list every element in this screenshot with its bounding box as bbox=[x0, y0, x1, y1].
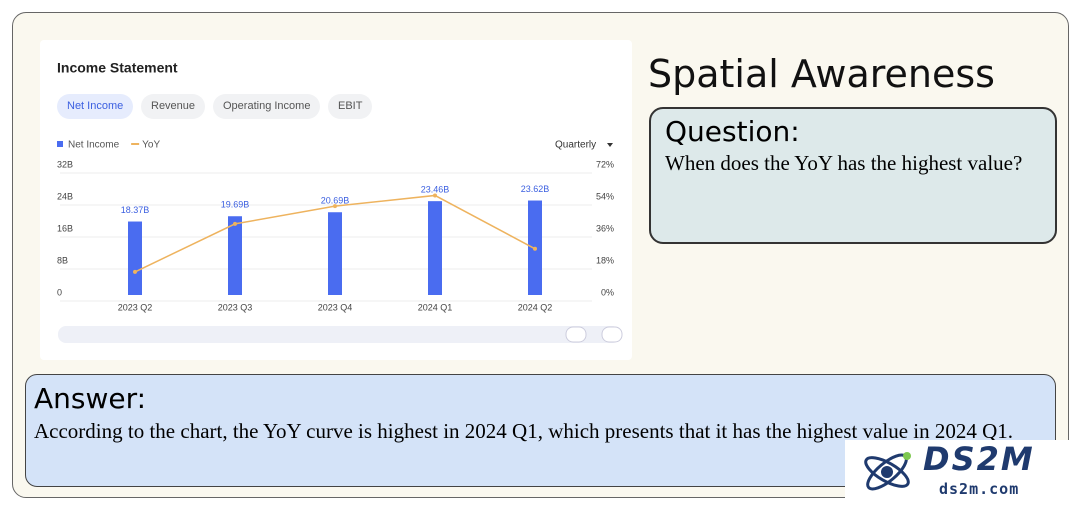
value-label: 19.69B bbox=[221, 200, 250, 210]
scroll-handle[interactable] bbox=[601, 326, 623, 343]
legend-label: Net Income bbox=[68, 140, 120, 151]
y-tick-label: 32B bbox=[57, 159, 73, 169]
value-label: 18.37B bbox=[121, 205, 150, 215]
y-tick-label: 8B bbox=[57, 255, 68, 265]
y2-tick-label: 72% bbox=[596, 159, 614, 169]
scrollbar bbox=[58, 326, 620, 343]
x-tick-label: 2024 Q1 bbox=[418, 302, 453, 312]
heading: Spatial Awareness bbox=[648, 52, 995, 96]
line-point bbox=[333, 204, 337, 209]
bar bbox=[328, 212, 342, 295]
line-point bbox=[533, 246, 537, 251]
logo-box: DS2M ds2m.com bbox=[845, 440, 1071, 502]
y2-tick-label: 54% bbox=[596, 191, 614, 201]
y2-tick-label: 18% bbox=[596, 255, 614, 265]
bar bbox=[128, 221, 142, 295]
answer-text: According to the chart, the YoY curve is… bbox=[34, 419, 1014, 443]
y-tick-label: 0 bbox=[57, 287, 62, 297]
chart: Income Statement Quarterly 0 8B 16B 24B 32B 0… bbox=[57, 60, 623, 343]
value-label: 20.69B bbox=[321, 196, 350, 206]
question-label: Question: bbox=[665, 115, 800, 148]
legend-label: YoY bbox=[142, 140, 160, 151]
bar bbox=[428, 201, 442, 295]
line-point bbox=[433, 193, 437, 198]
value-label: 23.62B bbox=[521, 184, 550, 194]
tab[interactable]: Net Income bbox=[57, 94, 134, 119]
value-label: 23.46B bbox=[421, 185, 450, 195]
logo-site: ds2m.com bbox=[939, 480, 1020, 498]
answer-label: Answer: bbox=[34, 382, 147, 415]
logo-name: DS2M bbox=[923, 440, 1035, 478]
y-tick-label: 16B bbox=[57, 223, 73, 233]
line-point bbox=[133, 269, 137, 274]
line-point bbox=[233, 221, 237, 226]
question-text: When does the YoY has the highest value? bbox=[665, 151, 1023, 175]
x-tick-label: 2023 Q2 bbox=[118, 302, 153, 312]
period-select[interactable]: Quarterly bbox=[555, 140, 596, 151]
y2-tick-label: 36% bbox=[596, 223, 614, 233]
x-tick-label: 2023 Q3 bbox=[218, 302, 253, 312]
logo-icon bbox=[864, 452, 911, 491]
y2-tick-label: 0% bbox=[601, 287, 614, 297]
scroll-handle[interactable] bbox=[565, 326, 587, 343]
chart-title: Income Statement bbox=[57, 60, 178, 76]
tab[interactable]: EBIT bbox=[328, 94, 373, 119]
question-box: Question: When does the YoY has the high… bbox=[649, 107, 1057, 244]
x-tick-label: 2023 Q4 bbox=[318, 302, 353, 312]
answer-box: Answer: According to the chart, the YoY … bbox=[25, 374, 1056, 487]
x-tick-label: 2024 Q2 bbox=[518, 302, 553, 312]
dropdown-arrow bbox=[607, 143, 613, 147]
y-tick-label: 24B bbox=[57, 191, 73, 201]
legend-swatch bbox=[57, 141, 63, 147]
tab[interactable]: Operating Income bbox=[213, 94, 321, 119]
tab[interactable]: Revenue bbox=[141, 94, 206, 119]
bar bbox=[228, 216, 242, 295]
chart-card bbox=[40, 40, 632, 360]
